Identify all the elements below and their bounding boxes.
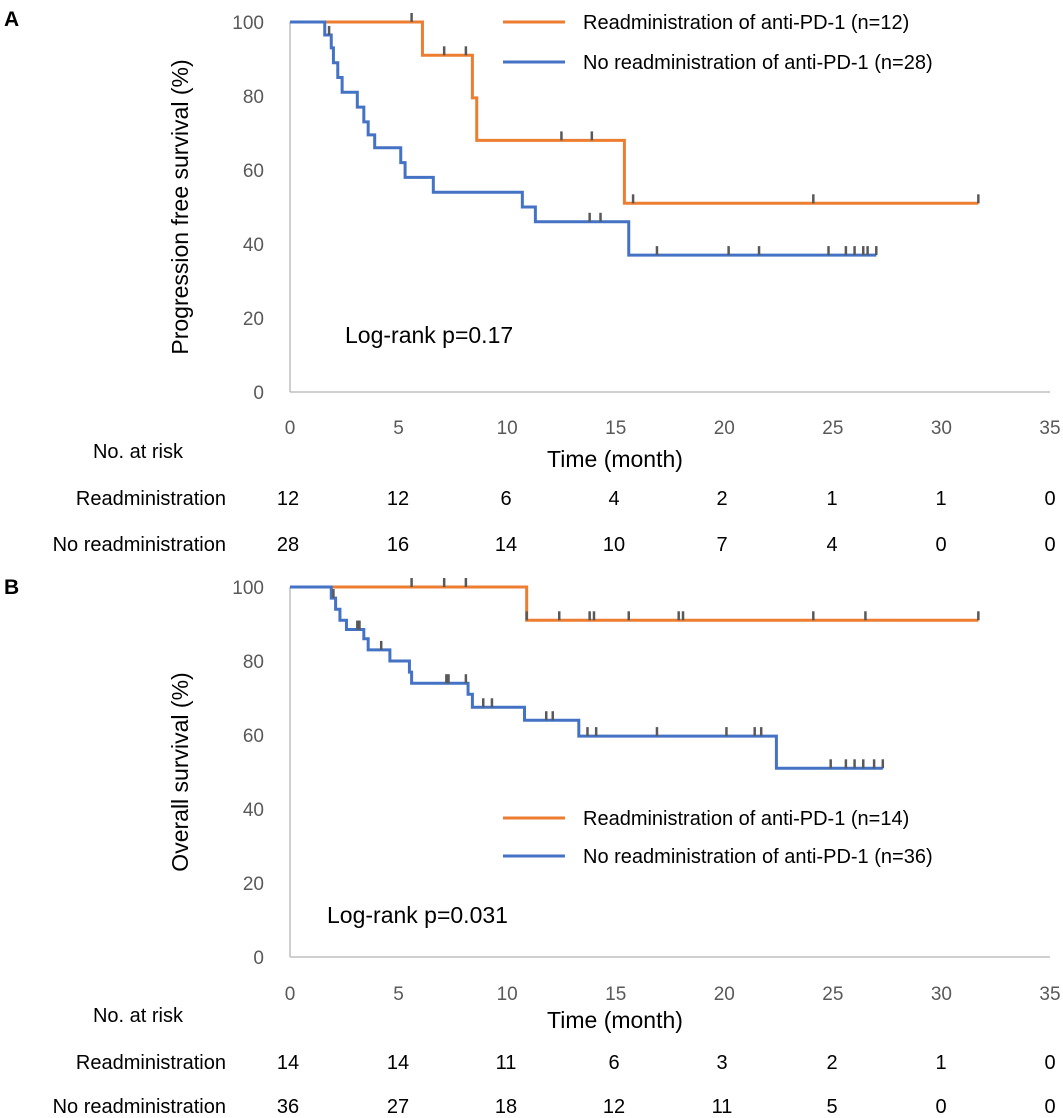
y-tick-label: 0 xyxy=(253,383,264,404)
x-tick-label: 35 xyxy=(1039,418,1060,439)
at-risk-value: 10 xyxy=(603,534,625,556)
x-tick-label: 15 xyxy=(605,418,626,439)
panel-letter: A xyxy=(4,8,19,31)
at-risk-value: 0 xyxy=(1044,1052,1055,1074)
y-tick-label: 0 xyxy=(253,948,264,969)
at-risk-value: 1 xyxy=(826,488,837,510)
x-tick-label: 25 xyxy=(822,418,843,439)
at-risk-label: No. at risk xyxy=(93,1005,184,1027)
at-risk-row-name: No readministration xyxy=(53,1096,226,1118)
at-risk-row-name: Readministration xyxy=(76,488,226,510)
legend-label-1: Readministration of anti-PD-1 (n=14) xyxy=(583,808,909,830)
at-risk-value: 2 xyxy=(716,488,727,510)
logrank-annotation: Log-rank p=0.031 xyxy=(327,902,508,928)
x-tick-label: 30 xyxy=(931,418,952,439)
km-curve-series-2 xyxy=(290,585,883,770)
at-risk-value: 14 xyxy=(387,1052,409,1074)
x-axis-title: Time (month) xyxy=(547,1007,683,1033)
x-tick-label: 20 xyxy=(714,984,735,1005)
y-tick-label: 40 xyxy=(243,235,264,256)
at-risk-value: 12 xyxy=(603,1096,625,1118)
at-risk-value: 11 xyxy=(496,1052,517,1074)
at-risk-value: 5 xyxy=(826,1096,837,1118)
at-risk-value: 12 xyxy=(277,488,299,510)
at-risk-value: 0 xyxy=(1044,488,1055,510)
x-tick-label: 0 xyxy=(285,418,296,439)
at-risk-value: 0 xyxy=(935,1096,946,1118)
at-risk-value: 6 xyxy=(608,1052,619,1074)
at-risk-value: 4 xyxy=(826,534,837,556)
x-tick-label: 5 xyxy=(393,984,404,1005)
y-tick-label: 60 xyxy=(243,726,264,747)
at-risk-value: 18 xyxy=(495,1096,517,1118)
km-curve-series-2 xyxy=(290,20,877,257)
y-tick-label: 80 xyxy=(243,652,264,673)
at-risk-value: 16 xyxy=(387,534,409,556)
y-tick-label: 100 xyxy=(232,13,264,34)
y-axis-title: Overall survival (%) xyxy=(167,672,193,871)
x-tick-label: 20 xyxy=(714,418,735,439)
y-tick-label: 40 xyxy=(243,800,264,821)
at-risk-value: 0 xyxy=(935,534,946,556)
x-tick-label: 10 xyxy=(497,984,518,1005)
panel-letter: B xyxy=(4,576,19,599)
y-tick-label: 20 xyxy=(243,309,264,330)
x-tick-label: 15 xyxy=(605,984,626,1005)
x-tick-label: 5 xyxy=(393,418,404,439)
at-risk-value: 1 xyxy=(935,1052,946,1074)
km-curve-series-1 xyxy=(290,585,979,622)
logrank-annotation: Log-rank p=0.17 xyxy=(345,322,513,348)
y-tick-label: 100 xyxy=(232,578,264,599)
at-risk-value: 14 xyxy=(277,1052,299,1074)
y-axis-title: Progression free survival (%) xyxy=(167,59,193,354)
x-tick-label: 35 xyxy=(1039,984,1060,1005)
x-tick-label: 0 xyxy=(285,984,296,1005)
x-tick-label: 30 xyxy=(931,984,952,1005)
at-risk-value: 27 xyxy=(387,1096,409,1118)
at-risk-value: 1 xyxy=(935,488,946,510)
at-risk-value: 36 xyxy=(277,1096,299,1118)
at-risk-value: 14 xyxy=(495,534,517,556)
at-risk-value: 3 xyxy=(716,1052,727,1074)
x-tick-label: 10 xyxy=(497,418,518,439)
km-curve-series-1 xyxy=(290,20,979,205)
y-tick-label: 60 xyxy=(243,161,264,182)
at-risk-value: 28 xyxy=(277,534,299,556)
at-risk-value: 11 xyxy=(712,1096,733,1118)
at-risk-label: No. at risk xyxy=(93,441,184,463)
at-risk-value: 0 xyxy=(1044,1096,1055,1118)
x-tick-label: 25 xyxy=(822,984,843,1005)
x-axis-title: Time (month) xyxy=(547,446,683,472)
at-risk-value: 0 xyxy=(1044,534,1055,556)
at-risk-value: 12 xyxy=(387,488,409,510)
at-risk-value: 7 xyxy=(716,534,727,556)
legend-label-2: No readministration of anti-PD-1 (n=36) xyxy=(583,846,933,868)
at-risk-row-name: Readministration xyxy=(76,1052,226,1074)
at-risk-value: 4 xyxy=(608,488,619,510)
at-risk-row-name: No readministration xyxy=(53,534,226,556)
at-risk-value: 6 xyxy=(500,488,511,510)
at-risk-value: 2 xyxy=(826,1052,837,1074)
legend-label-1: Readministration of anti-PD-1 (n=12) xyxy=(583,12,909,34)
y-tick-label: 20 xyxy=(243,874,264,895)
y-tick-label: 80 xyxy=(243,87,264,108)
legend-label-2: No readministration of anti-PD-1 (n=28) xyxy=(583,52,933,74)
